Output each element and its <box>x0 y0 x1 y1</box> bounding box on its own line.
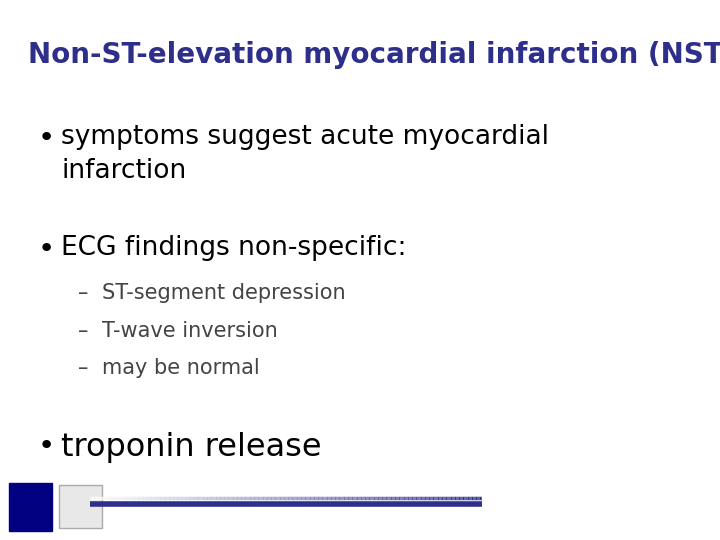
Text: –: – <box>78 357 89 377</box>
Text: –: – <box>78 284 89 303</box>
Text: –: – <box>78 321 89 341</box>
FancyBboxPatch shape <box>9 483 52 530</box>
Text: may be normal: may be normal <box>102 357 260 377</box>
Text: •: • <box>37 432 55 460</box>
Text: •: • <box>37 235 55 264</box>
Text: ST-segment depression: ST-segment depression <box>102 284 346 303</box>
Text: •: • <box>37 124 55 152</box>
Text: T-wave inversion: T-wave inversion <box>102 321 278 341</box>
Text: ECG findings non-specific:: ECG findings non-specific: <box>61 235 407 261</box>
FancyBboxPatch shape <box>59 485 102 528</box>
Text: troponin release: troponin release <box>61 432 322 463</box>
Text: Non-ST-elevation myocardial infarction (NSTEMI): Non-ST-elevation myocardial infarction (… <box>28 42 720 69</box>
Text: symptoms suggest acute myocardial
infarction: symptoms suggest acute myocardial infarc… <box>61 124 549 184</box>
